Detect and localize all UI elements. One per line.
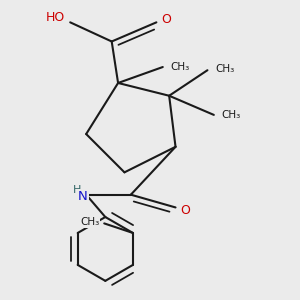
Text: O: O xyxy=(180,204,190,217)
Text: HO: HO xyxy=(46,11,65,24)
Text: CH₃: CH₃ xyxy=(222,110,241,120)
Text: N: N xyxy=(78,190,88,203)
Text: CH₃: CH₃ xyxy=(80,217,99,227)
Text: O: O xyxy=(161,13,171,26)
Text: H: H xyxy=(73,185,81,195)
Text: CH₃: CH₃ xyxy=(215,64,235,74)
Text: CH₃: CH₃ xyxy=(171,62,190,72)
